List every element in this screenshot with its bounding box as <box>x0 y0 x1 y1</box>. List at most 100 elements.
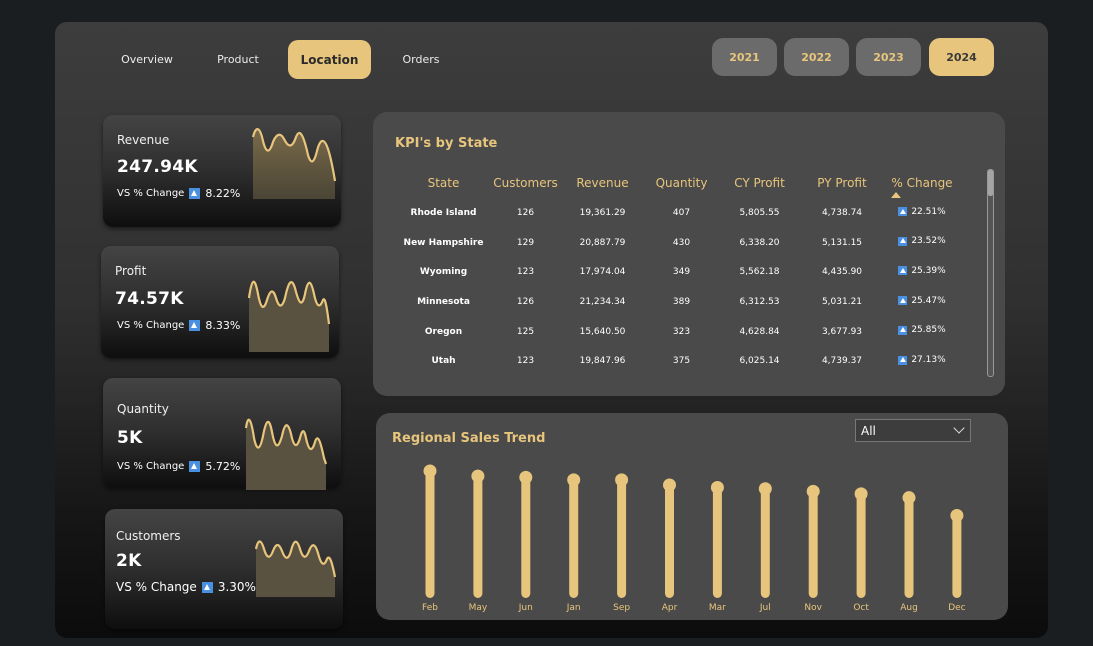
percent-change: 25.47% <box>898 296 946 306</box>
state-cell: Minnesota <box>417 296 470 307</box>
table-cell: 126 <box>516 296 535 307</box>
table-cell: 21,234.34 <box>579 296 626 307</box>
tab-overview[interactable]: Overview <box>121 53 173 66</box>
table-row[interactable]: Wyoming 123 17,974.04 349 5,562.18 4,435.90 25… <box>395 257 962 287</box>
kpi-label: Revenue <box>117 133 170 147</box>
year-button-2022[interactable]: 2022 <box>784 38 849 76</box>
table-scrollbar[interactable] <box>987 169 994 377</box>
column-header[interactable]: PY Profit <box>817 176 867 190</box>
tab-product[interactable]: Product <box>217 53 259 66</box>
table-cell: 6,338.20 <box>739 237 780 248</box>
bar-cap-apr[interactable] <box>663 478 676 492</box>
bar-jul[interactable] <box>760 488 770 598</box>
table-cell: 123 <box>516 356 535 367</box>
bar-cap-nov[interactable] <box>806 484 820 498</box>
table-cell: 4,738.74 <box>821 207 863 218</box>
bar-cap-jul[interactable] <box>758 482 772 496</box>
x-tick-label: Jan <box>566 603 581 613</box>
up-triangle-icon <box>189 461 201 472</box>
up-triangle-icon <box>898 325 908 335</box>
bar-dec[interactable] <box>952 515 962 598</box>
bar-cap-sep[interactable] <box>615 473 629 487</box>
table-cell: 25.39% <box>882 257 962 287</box>
customers-sparkline <box>254 540 336 597</box>
kpi-change: VS % Change 3.30% <box>116 580 256 594</box>
column-header[interactable]: Quantity <box>655 176 708 190</box>
bar-aug[interactable] <box>904 497 914 598</box>
state-cell: Utah <box>431 356 456 367</box>
bar-sep[interactable] <box>617 479 627 598</box>
x-tick-label: Jun <box>518 603 533 613</box>
bar-cap-aug[interactable] <box>902 491 916 505</box>
tab-orders[interactable]: Orders <box>402 53 440 66</box>
column-header[interactable]: Revenue <box>576 176 629 190</box>
kpi-change-value: 8.22% <box>205 187 241 200</box>
table-cell: 126 <box>516 207 535 218</box>
table-cell: 6,312.53 <box>739 296 780 307</box>
kpi-change: VS % Change 8.22% <box>117 187 240 200</box>
quantity-sparkline <box>244 418 328 490</box>
region-filter-dropdown[interactable]: All <box>855 419 971 442</box>
percent-change: 23.52% <box>898 236 946 246</box>
kpi-change-label: VS % Change <box>117 320 185 331</box>
bar-cap-oct[interactable] <box>854 487 868 501</box>
year-button-2023[interactable]: 2023 <box>856 38 921 76</box>
table-row[interactable]: Oregon 125 15,640.50 323 4,628.84 3,677.93 25.… <box>395 317 962 347</box>
bar-jan[interactable] <box>569 479 579 598</box>
table-cell: 407 <box>672 207 691 218</box>
bar-apr[interactable] <box>665 484 674 598</box>
sort-ascending-icon[interactable] <box>891 192 901 198</box>
kpi-change: VS % Change 5.72% <box>117 460 240 473</box>
kpi-card-customers[interactable]: Customers 2K VS % Change 3.30% <box>105 509 343 629</box>
bar-cap-feb[interactable] <box>423 464 437 478</box>
up-triangle-icon <box>898 207 908 217</box>
year-button-2024[interactable]: 2024 <box>929 38 994 76</box>
bar-jun[interactable] <box>521 477 531 598</box>
bar-cap-dec[interactable] <box>950 508 964 522</box>
x-tick-label: Nov <box>804 603 822 613</box>
bar-nov[interactable] <box>808 491 818 598</box>
tab-location[interactable]: Location <box>288 40 371 79</box>
kpi-card-quantity[interactable]: Quantity 5K VS % Change 5.72% <box>103 378 341 490</box>
column-header[interactable]: % Change <box>891 176 953 190</box>
sales-trend-chart: Feb May Jun Jan Sep Apr Mar Jul Nov Oct Aug Dec <box>422 464 966 613</box>
bar-oct[interactable] <box>856 493 866 598</box>
table-cell: 123 <box>516 267 535 278</box>
bar-may[interactable] <box>473 476 483 598</box>
x-tick-label: Sep <box>613 603 630 613</box>
kpi-card-revenue[interactable]: Revenue 247.94K VS % Change 8.22% <box>103 115 341 227</box>
table-cell: 19,361.29 <box>579 207 626 218</box>
year-button-2021[interactable]: 2021 <box>712 38 777 76</box>
up-triangle-icon <box>898 266 908 276</box>
table-row[interactable]: Rhode Island 126 19,361.29 407 5,805.55 4,738… <box>395 198 962 228</box>
dropdown-value: All <box>861 423 876 438</box>
x-tick-label: Dec <box>948 603 965 613</box>
bar-cap-jun[interactable] <box>519 470 533 484</box>
bar-cap-jan[interactable] <box>567 473 581 487</box>
kpi-value: 5K <box>117 428 143 448</box>
percent-change: 25.39% <box>898 266 946 276</box>
table-row[interactable]: Utah 123 19,847.96 375 6,025.14 4,739.37 27.13… <box>395 346 962 376</box>
kpi-change-value: 5.72% <box>205 460 241 473</box>
regional-sales-trend-panel: Regional Sales Trend All Feb May Jun Jan Sep… <box>376 413 1008 620</box>
table-cell: 6,025.14 <box>739 356 780 367</box>
kpi-label: Profit <box>115 264 147 278</box>
table-row[interactable]: New Hampshire 129 20,887.79 430 6,338.20 5,13… <box>395 228 962 258</box>
bar-feb[interactable] <box>425 471 435 598</box>
table-row[interactable]: Minnesota 126 21,234.34 389 6,312.53 5,031.21… <box>395 287 962 317</box>
x-tick-label: Feb <box>422 603 438 613</box>
scrollbar-thumb[interactable] <box>988 170 993 196</box>
bar-cap-may[interactable] <box>471 469 485 483</box>
bar-mar[interactable] <box>712 487 722 598</box>
table-cell: 22.51% <box>882 198 962 228</box>
column-header[interactable]: CY Profit <box>734 176 785 190</box>
column-header[interactable]: State <box>427 176 460 190</box>
kpi-card-profit[interactable]: Profit 74.57K VS % Change 8.33% <box>101 246 339 358</box>
table-cell: 5,562.18 <box>739 267 780 278</box>
dashboard: Overview Product Location Orders 2021 20… <box>55 22 1048 638</box>
up-triangle-icon <box>201 581 213 593</box>
bar-cap-mar[interactable] <box>710 481 724 495</box>
table-header-row: State Customers Revenue Quantity CY Prof… <box>395 168 962 198</box>
x-tick-label: May <box>469 603 488 613</box>
column-header[interactable]: Customers <box>493 176 558 190</box>
